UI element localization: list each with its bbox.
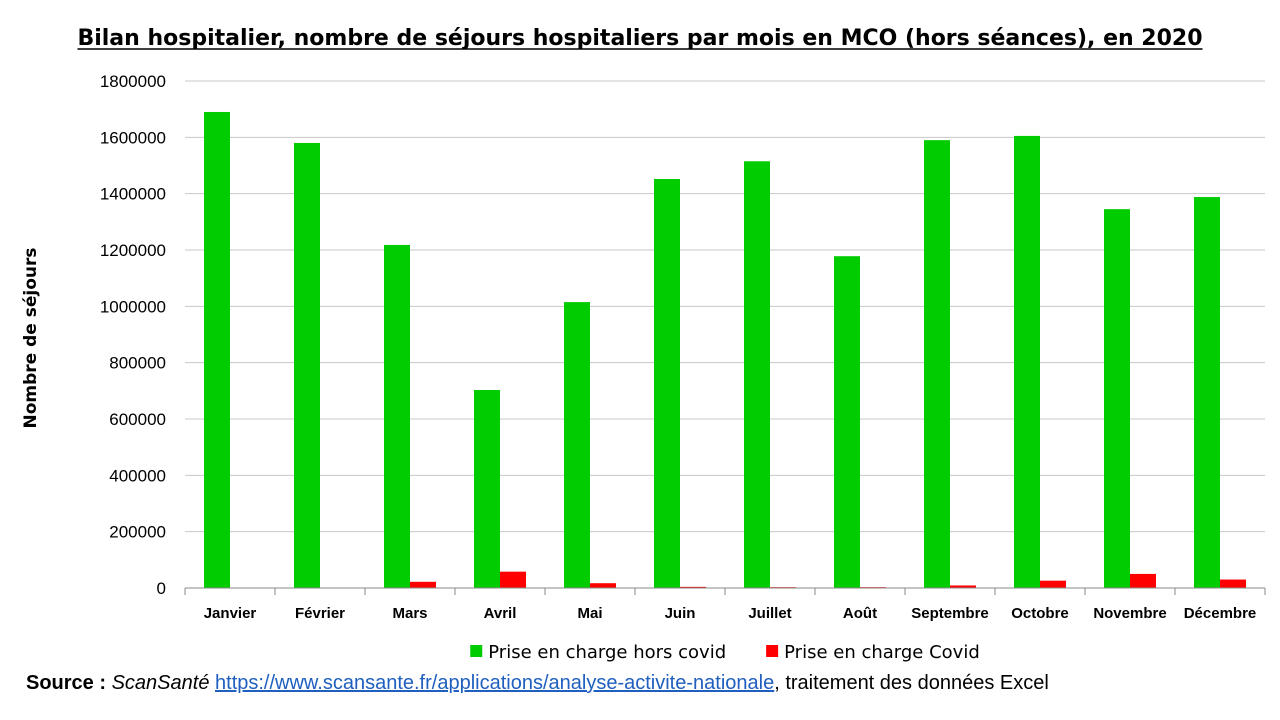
y-tick-label: 400000 (109, 466, 166, 485)
bar-covid (950, 585, 976, 588)
x-tick-label: Novembre (1093, 605, 1166, 622)
legend-item: Prise en charge Covid (766, 642, 980, 663)
y-axis-ticks: 0 200000 400000 600000 800000 1000000 1200000 1… (100, 72, 166, 598)
x-tick-label: Juillet (748, 605, 791, 622)
bar-hors-covid (564, 302, 590, 588)
bar-covid (1220, 579, 1246, 588)
bar-hors-covid (1194, 197, 1220, 588)
legend-label: Prise en charge Covid (784, 642, 980, 663)
bar-hors-covid (204, 111, 230, 588)
legend: Prise en charge hors covid Prise en charg… (470, 642, 980, 663)
y-axis-label: Nombre de séjours (21, 248, 41, 429)
legend-swatch (766, 645, 779, 657)
y-tick-label: 1800000 (100, 72, 166, 91)
source-suffix: , traitement des données Excel (774, 672, 1049, 694)
bar-hors-covid (924, 140, 950, 588)
bar-hors-covid (834, 256, 860, 588)
legend-item: Prise en charge hors covid (470, 642, 726, 663)
source-label: Source : (26, 672, 107, 694)
x-tick-label: Octobre (1011, 605, 1069, 622)
bar-covid (1130, 573, 1156, 588)
x-tick-label: Mars (392, 605, 427, 622)
bar-hors-covid (744, 161, 770, 588)
y-tick-label: 600000 (109, 410, 166, 429)
y-tick-label: 1400000 (100, 185, 166, 204)
bar-hors-covid (654, 179, 680, 588)
chart-title: Bilan hospitalier, nombre de séjours hos… (77, 26, 1202, 51)
x-tick-label: Janvier (204, 605, 257, 622)
y-tick-label: 1200000 (100, 241, 166, 260)
gridlines (185, 80, 1265, 589)
y-tick-label: 1600000 (100, 128, 166, 147)
x-tick-label: Février (295, 605, 345, 622)
y-tick-label: 1000000 (100, 297, 166, 316)
bar-hors-covid (1014, 135, 1040, 589)
bar-hors-covid (1104, 209, 1130, 589)
x-tick-label: Décembre (1184, 605, 1257, 622)
x-tick-label: Avril (484, 605, 517, 622)
source-link[interactable]: https://www.scansante.fr/applications/an… (215, 672, 775, 694)
legend-swatch (470, 645, 483, 657)
y-tick-label: 0 (157, 579, 166, 598)
bar-hors-covid (294, 142, 320, 588)
legend-label: Prise en charge hors covid (488, 642, 726, 663)
source-site: ScanSanté (111, 672, 210, 694)
bars (204, 111, 1246, 589)
bar-covid (410, 581, 436, 588)
x-axis: Janvier Février Mars Avril Mai Juin Juillet Aoû… (184, 587, 1266, 622)
bar-covid (1040, 580, 1066, 588)
y-tick-label: 200000 (109, 523, 166, 542)
x-tick-label: Septembre (911, 605, 989, 622)
bar-covid (680, 586, 706, 588)
source-note: Source : ScanSanté https://www.scansante… (26, 672, 1049, 695)
bar-hors-covid (384, 244, 410, 588)
bar-covid (500, 571, 526, 588)
y-tick-label: 800000 (109, 354, 166, 373)
x-tick-label: Mai (577, 605, 602, 622)
x-tick-label: Août (843, 605, 877, 622)
bar-covid (590, 583, 616, 588)
bar-hors-covid (474, 389, 500, 588)
x-tick-label: Juin (665, 605, 696, 622)
